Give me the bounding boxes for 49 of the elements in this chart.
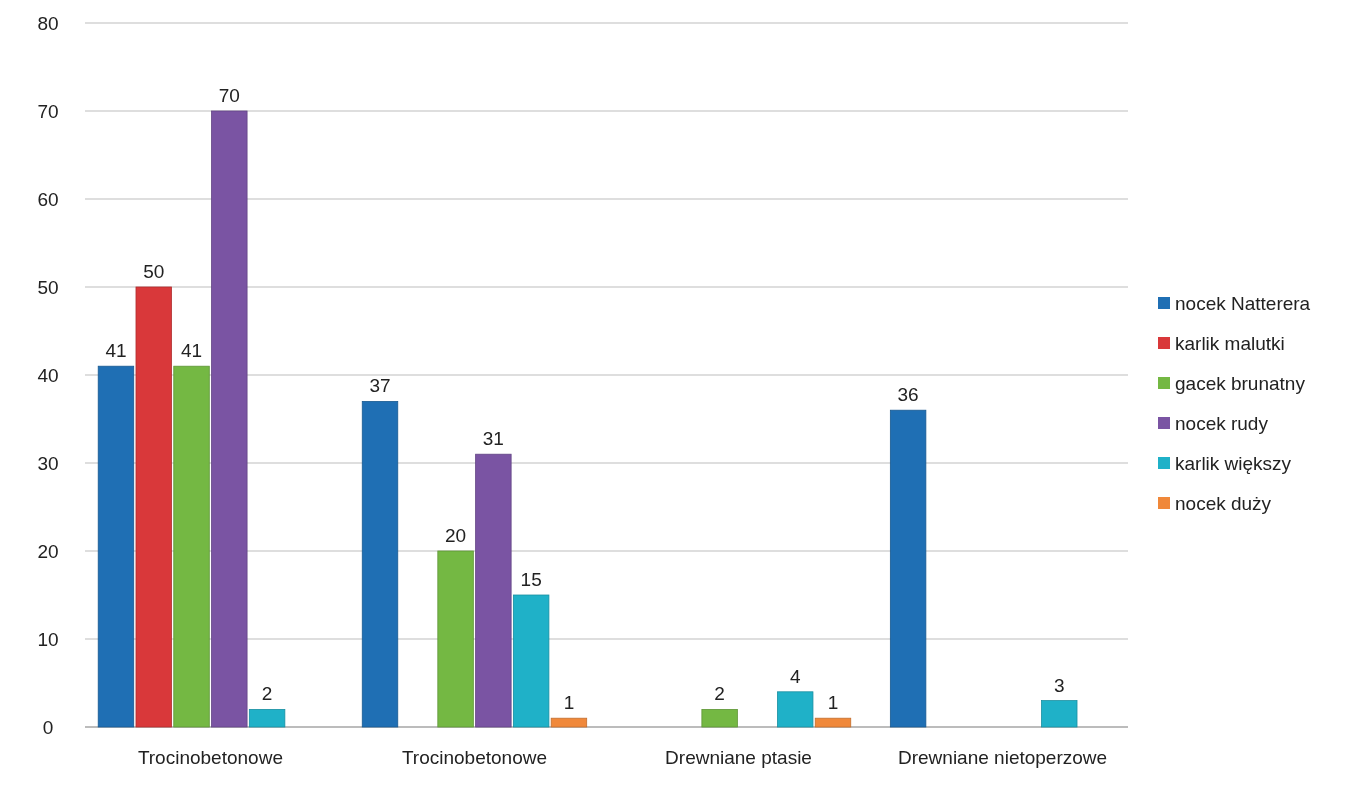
data-label: 37 xyxy=(369,375,391,397)
legend-label: karlik malutki xyxy=(1175,332,1285,354)
y-tick-label: 80 xyxy=(37,12,59,34)
x-tick-label: Trocinobetonowe xyxy=(401,747,548,768)
bar xyxy=(173,365,210,728)
y-tick-label: 60 xyxy=(37,188,59,210)
bar xyxy=(1041,700,1078,728)
data-label: 1 xyxy=(563,692,575,714)
data-label: 41 xyxy=(180,340,203,362)
data-label: 41 xyxy=(105,340,127,362)
data-label: 1 xyxy=(827,692,839,714)
data-label: 2 xyxy=(714,683,725,705)
bar xyxy=(135,286,172,728)
data-label: 2 xyxy=(261,683,273,705)
y-tick-label: 10 xyxy=(37,628,59,650)
data-label: 70 xyxy=(218,85,240,106)
y-tick-label: 70 xyxy=(37,100,59,122)
y-tick-label: 0 xyxy=(42,716,54,738)
y-tick-label: 30 xyxy=(37,452,59,474)
data-label: 36 xyxy=(897,384,919,406)
data-label: 4 xyxy=(789,665,801,687)
legend-label: nocek duży xyxy=(1175,492,1272,514)
legend-label: nocek Natterera xyxy=(1175,292,1311,314)
bar xyxy=(889,409,927,728)
bar xyxy=(512,594,550,728)
bar xyxy=(361,401,399,728)
bar xyxy=(550,717,588,728)
bar xyxy=(211,110,248,728)
data-label: 50 xyxy=(143,261,165,282)
bar xyxy=(475,453,512,728)
bar xyxy=(437,550,474,728)
data-label: 31 xyxy=(482,428,504,450)
bar xyxy=(97,365,135,728)
legend-label: karlik większy xyxy=(1175,452,1292,474)
y-tick-label: 40 xyxy=(37,364,59,386)
y-tick-label: 50 xyxy=(37,276,59,298)
x-tick-label: Drewniane ptasie xyxy=(665,747,812,768)
data-label: 3 xyxy=(1053,674,1065,696)
data-label: 20 xyxy=(445,525,467,546)
bar xyxy=(701,709,738,728)
x-tick-label: Drewniane nietoperzowe xyxy=(898,747,1108,768)
bar xyxy=(814,717,852,728)
bar xyxy=(777,691,814,728)
data-label: 15 xyxy=(520,569,542,590)
y-tick-label: 20 xyxy=(37,540,59,562)
x-tick-label: Trocinobetonowe xyxy=(137,747,283,768)
bar xyxy=(248,709,286,728)
legend-label: nocek rudy xyxy=(1175,412,1269,434)
legend-label: gacek brunatny xyxy=(1175,372,1306,394)
